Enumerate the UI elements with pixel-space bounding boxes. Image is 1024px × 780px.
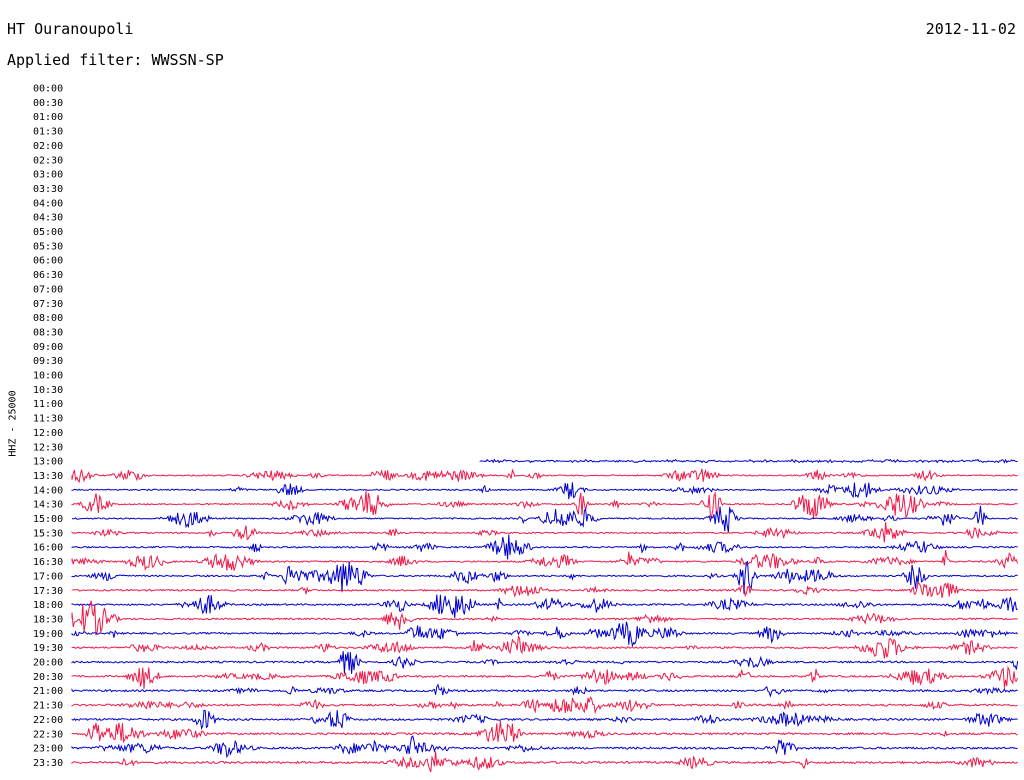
trace-line <box>71 621 1018 648</box>
time-tick-label: 21:30 <box>33 701 63 712</box>
time-tick-label: 05:30 <box>33 241 63 252</box>
time-tick-label: 17:30 <box>33 586 63 597</box>
time-tick-label: 10:30 <box>33 385 63 396</box>
time-tick-label: 01:00 <box>33 112 63 123</box>
station-title: HT Ouranoupoli <box>7 20 134 38</box>
time-tick-label: 17:00 <box>33 571 63 582</box>
time-tick-label: 20:00 <box>33 658 63 669</box>
trace-line <box>71 560 1018 594</box>
trace-line <box>71 721 1018 744</box>
time-tick-label: 18:00 <box>33 600 63 611</box>
time-tick-label: 11:30 <box>33 414 63 425</box>
trace-line <box>71 651 1019 674</box>
time-tick-label: 00:30 <box>33 98 63 109</box>
trace-line <box>71 751 1018 773</box>
time-tick-label: 05:00 <box>33 227 63 238</box>
trace-line <box>71 482 1018 500</box>
time-tick-label: 12:30 <box>33 442 63 453</box>
time-tick-label: 00:00 <box>33 84 63 95</box>
time-tick-label: 23:30 <box>33 758 63 769</box>
time-tick-label: 14:30 <box>33 500 63 511</box>
trace-line <box>71 534 1018 560</box>
trace-line <box>71 683 1018 698</box>
time-tick-label: 02:00 <box>33 141 63 152</box>
time-tick-label: 16:00 <box>33 543 63 554</box>
time-tick-label: 04:00 <box>33 198 63 209</box>
time-tick-label: 12:00 <box>33 428 63 439</box>
filter-label: Applied filter: WWSSN-SP <box>7 51 224 69</box>
time-tick-label: 16:30 <box>33 557 63 568</box>
time-tick-label: 18:30 <box>33 614 63 625</box>
time-tick-label: 06:00 <box>33 256 63 267</box>
time-tick-label: 04:30 <box>33 213 63 224</box>
trace-line <box>71 522 1018 543</box>
time-tick-label: 07:00 <box>33 284 63 295</box>
time-tick-label: 09:00 <box>33 342 63 353</box>
time-tick-label: 19:30 <box>33 643 63 654</box>
date-label: 2012-11-02 <box>925 20 1016 38</box>
time-tick-label: 15:30 <box>33 528 63 539</box>
time-tick-label: 22:30 <box>33 729 63 740</box>
time-tick-label: 09:30 <box>33 356 63 367</box>
trace-line <box>479 458 1018 464</box>
trace-line <box>71 582 1018 599</box>
time-tick-label: 03:30 <box>33 184 63 195</box>
trace-line <box>71 665 1019 689</box>
time-tick-label: 08:30 <box>33 327 63 338</box>
time-tick-label: 02:30 <box>33 155 63 166</box>
time-tick-label: 10:00 <box>33 371 63 382</box>
time-tick-label: 13:00 <box>33 457 63 468</box>
time-tick-label: 21:00 <box>33 686 63 697</box>
trace-line <box>71 600 1018 636</box>
time-tick-label: 22:00 <box>33 715 63 726</box>
time-tick-label: 03:00 <box>33 170 63 181</box>
time-tick-label: 08:00 <box>33 313 63 324</box>
time-tick-label: 19:00 <box>33 629 63 640</box>
time-tick-label: 07:30 <box>33 299 63 310</box>
trace-line <box>71 468 1018 484</box>
seismogram-traces <box>71 458 1019 773</box>
trace-line <box>71 594 1018 618</box>
time-tick-label: 01:30 <box>33 127 63 138</box>
time-tick-labels: 00:00 00:30 01:00 01:30 02:00 02:30 03:00 03:30… <box>33 84 63 769</box>
trace-line <box>71 490 1018 519</box>
time-tick-label: 13:30 <box>33 471 63 482</box>
time-tick-label: 06:30 <box>33 270 63 281</box>
trace-line <box>71 735 1018 758</box>
trace-line <box>71 550 1019 572</box>
trace-line <box>71 709 1018 731</box>
time-tick-label: 20:30 <box>33 672 63 683</box>
time-tick-label: 14:00 <box>33 485 63 496</box>
time-tick-label: 11:00 <box>33 399 63 410</box>
time-tick-label: 15:00 <box>33 514 63 525</box>
time-tick-label: 23:00 <box>33 744 63 755</box>
trace-line <box>71 635 1018 659</box>
trace-line <box>71 505 1018 533</box>
trace-line <box>71 696 1018 715</box>
